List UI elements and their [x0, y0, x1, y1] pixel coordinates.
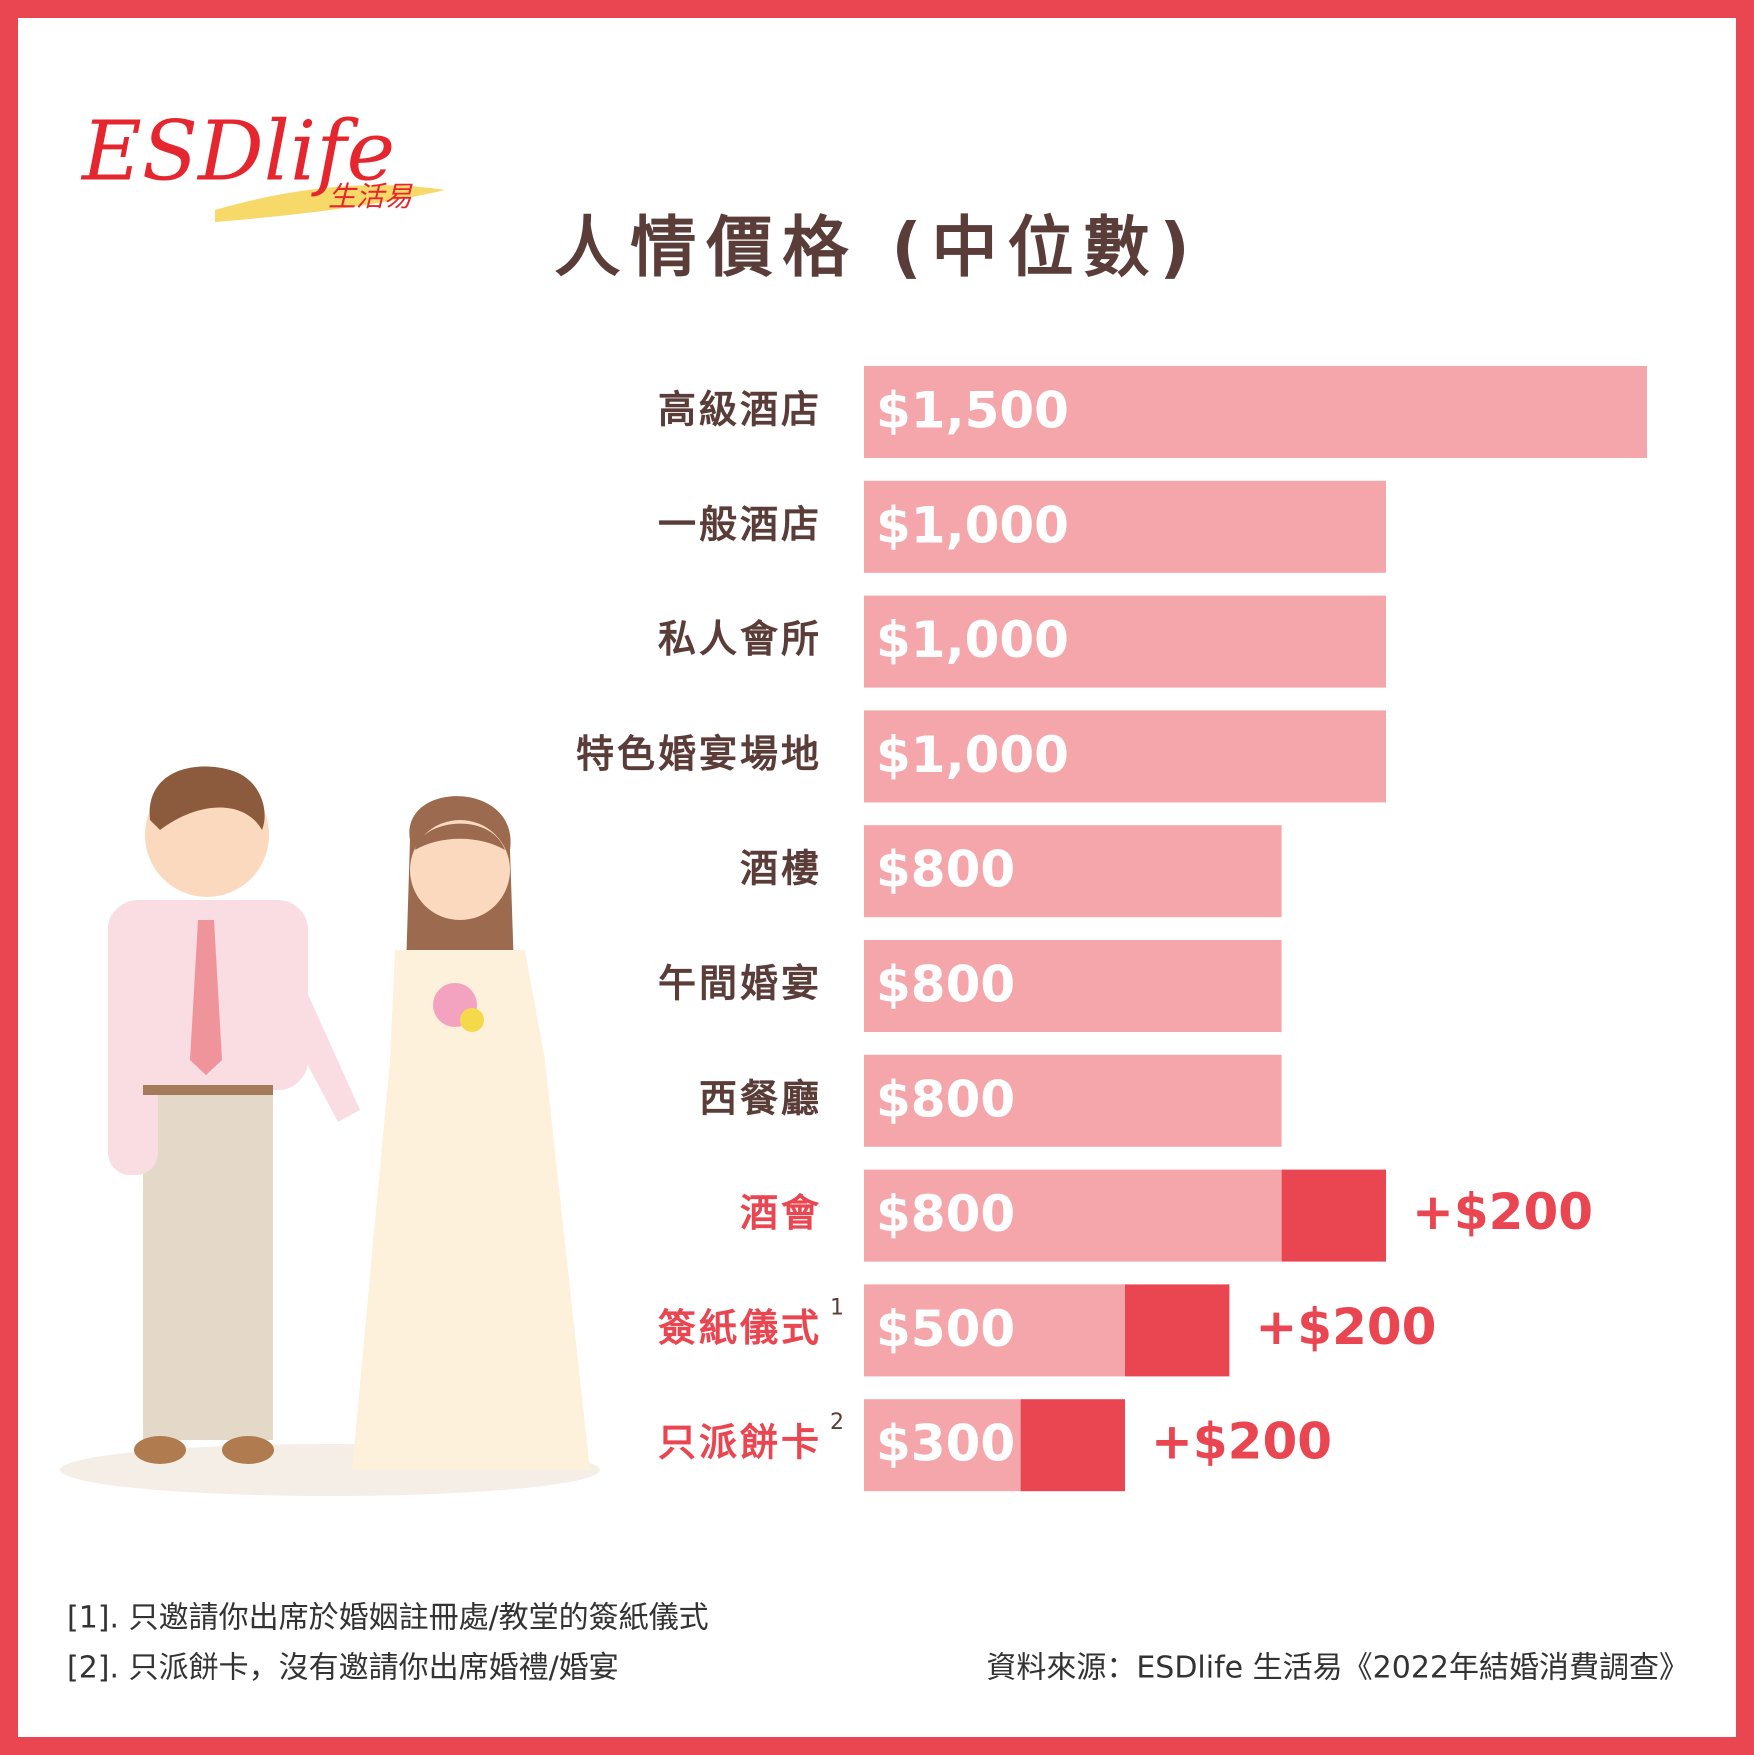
bar	[864, 1054, 1282, 1147]
logo-swoosh	[215, 185, 445, 222]
category-note: 1	[830, 1295, 844, 1320]
value-label: +$200	[1412, 1183, 1593, 1241]
value-label: +$200	[1151, 1413, 1332, 1471]
value-label: +$200	[1255, 1298, 1436, 1356]
category-label: 特色婚宴場地	[576, 732, 822, 776]
value-label: $800	[876, 1185, 1015, 1243]
category-label: 簽紙儀式	[658, 1306, 822, 1350]
chart-title: 人情價格 (中位數)	[554, 209, 1199, 286]
value-label: $300	[876, 1415, 1015, 1473]
bar	[864, 480, 1386, 573]
category-label: 高級酒店	[658, 388, 822, 432]
bar	[1281, 1169, 1386, 1262]
bar	[1020, 1399, 1125, 1492]
value-label: $800	[876, 841, 1015, 899]
value-label: $800	[876, 956, 1015, 1014]
bar	[864, 940, 1282, 1032]
bar	[864, 825, 1282, 918]
category-label: 酒樓	[740, 847, 822, 891]
logo: ESDlife	[80, 105, 395, 200]
value-label: $1,000	[876, 611, 1069, 669]
category-label: 午間婚宴	[658, 962, 822, 1006]
value-label: $500	[876, 1300, 1015, 1358]
category-label: 酒會	[740, 1191, 822, 1235]
bar	[864, 595, 1386, 688]
category-label: 西餐廳	[699, 1076, 822, 1120]
value-label: $1,000	[876, 496, 1069, 554]
bar	[1125, 1284, 1230, 1377]
logo-subtext: 生活易	[328, 180, 413, 213]
category-note: 2	[830, 1410, 844, 1435]
illustration	[60, 766, 600, 1496]
category-label: 一般酒店	[658, 502, 822, 546]
category-label: 只派餅卡	[658, 1421, 822, 1465]
bar	[864, 1399, 1021, 1492]
category-label: 私人會所	[658, 617, 822, 661]
bar	[864, 710, 1386, 803]
bar	[864, 1284, 1125, 1377]
bar	[864, 366, 1647, 458]
footnote: [1]. 只邀請你出席於婚姻註冊處/教堂的簽紙儀式	[67, 1601, 709, 1636]
footnote: [2]. 只派餅卡，沒有邀請你出席婚禮/婚宴	[67, 1651, 619, 1686]
bar	[864, 1169, 1282, 1262]
source: 資料來源：ESDlife 生活易《2022年結婚消費調查》	[986, 1651, 1689, 1686]
value-label: $1,500	[876, 382, 1069, 440]
value-label: $800	[876, 1070, 1015, 1128]
value-label: $1,000	[876, 726, 1069, 784]
